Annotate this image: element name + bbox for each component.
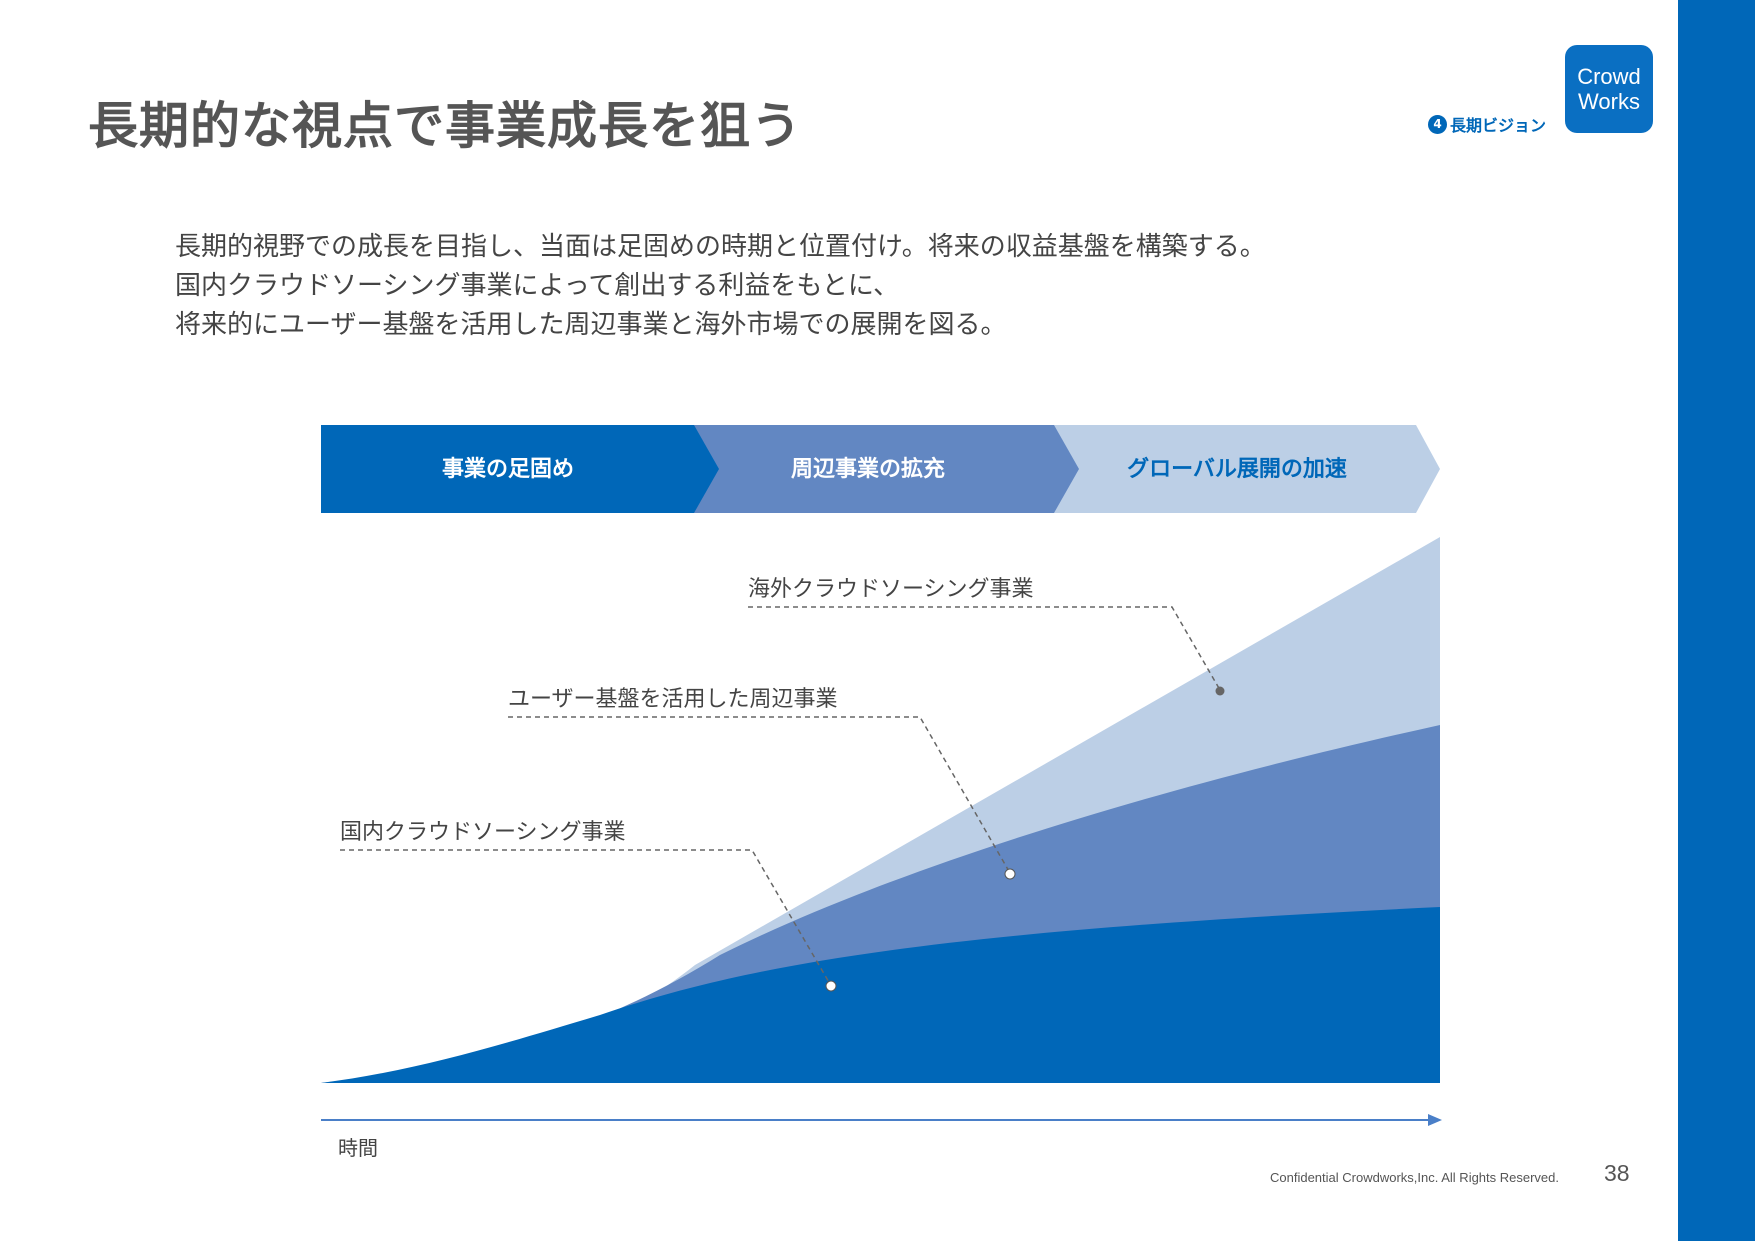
time-axis-label: 時間 — [338, 1136, 378, 1160]
page-number: 38 — [1604, 1160, 1630, 1186]
copyright-footer: Confidential Crowdworks,Inc. All Rights … — [1270, 1170, 1560, 1185]
phase-label-2: 周辺事業の拡充 — [791, 456, 945, 482]
page-title: 長期的な視点で事業成長を狙う — [88, 97, 802, 155]
leader-line-overseas — [748, 606, 1221, 691]
phase-arrow-2 — [694, 425, 1079, 513]
section-tag: 4 長期ビジョン — [1428, 113, 1546, 135]
logo-line-1: Crowd — [1577, 64, 1641, 89]
leader-dot-domestic — [825, 980, 837, 992]
section-number-badge: 4 — [1428, 114, 1447, 134]
label-peripheral: ユーザー基盤を活用した周辺事業 — [508, 687, 838, 712]
intro-line-2: 国内クラウドソーシング事業によって創出する利益をもとに、 — [175, 271, 900, 301]
intro-line-1: 長期的視野での成長を目指し、当面は足固めの時期と位置付け。将来の収益基盤を構築す… — [175, 232, 1266, 262]
time-axis-arrowhead — [1428, 1114, 1442, 1126]
leader-dot-overseas — [1215, 686, 1225, 696]
intro-text: 長期的視野での成長を目指し、当面は足固めの時期と位置付け。将来の収益基盤を構築す… — [175, 228, 1266, 345]
side-accent-bar — [1678, 0, 1755, 1241]
phase-label-3: グローバル展開の加速 — [1127, 456, 1347, 482]
phase-arrow-3 — [1054, 425, 1440, 513]
intro-line-3: 将来的にユーザー基盤を活用した周辺事業と海外市場での展開を図る。 — [175, 310, 1007, 340]
phase-label-1: 事業の足固め — [442, 456, 574, 482]
leader-line-peripheral — [508, 716, 1011, 874]
label-domestic: 国内クラウドソーシング事業 — [340, 820, 626, 845]
crowdworks-logo: Crowd Works — [1565, 45, 1653, 133]
section-label: 長期ビジョン — [1450, 116, 1547, 135]
logo-line-2: Works — [1578, 89, 1640, 114]
phase-arrow-1 — [321, 425, 719, 513]
domestic-area — [321, 907, 1440, 1083]
leader-dot-peripheral — [1004, 868, 1016, 880]
label-overseas: 海外クラウドソーシング事業 — [748, 577, 1034, 602]
leader-line-domestic — [340, 849, 831, 985]
